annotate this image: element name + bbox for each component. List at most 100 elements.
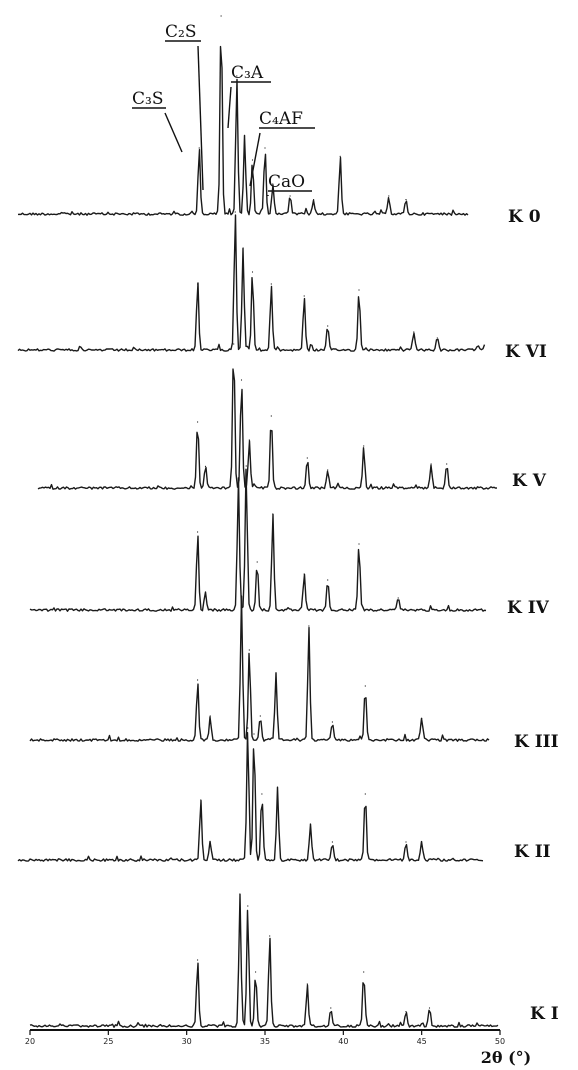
series-line: [17, 214, 486, 352]
trace-k-v: [37, 343, 498, 490]
peak-point: [358, 543, 360, 545]
peak-point: [245, 465, 247, 467]
sample-label: K I: [530, 1004, 559, 1024]
phase-leader: [197, 45, 204, 191]
peak-point: [327, 469, 329, 471]
peak-point: [405, 1011, 407, 1013]
peak-point: [363, 971, 365, 973]
peak-point: [242, 247, 244, 249]
phase-leader: [164, 112, 183, 153]
series-line: [17, 45, 469, 216]
x-tick-label: 30: [182, 1037, 192, 1046]
peak-point: [204, 591, 207, 593]
peak-point: [313, 199, 315, 201]
series-line: [29, 595, 490, 742]
peak-point: [309, 823, 311, 825]
peak-point: [275, 673, 277, 675]
sample-label: K VI: [505, 342, 547, 362]
peak-point: [247, 727, 249, 729]
peak-point: [256, 561, 258, 563]
trace-k-iii: [29, 595, 490, 742]
peak-point: [272, 183, 274, 185]
peak-point: [446, 463, 448, 465]
peak-point: [197, 421, 199, 423]
peak-point: [237, 477, 239, 479]
peak-point: [236, 75, 238, 77]
peak-point: [421, 717, 423, 720]
sample-label: K 0: [508, 207, 541, 227]
x-tick-label: 45: [417, 1037, 427, 1046]
peak-point: [240, 379, 243, 381]
trace-k-i: [29, 893, 499, 1028]
phase-label: CaO: [267, 172, 312, 196]
peak-point: [269, 935, 271, 937]
sample-label: K II: [514, 842, 551, 862]
peak-point: [233, 343, 235, 345]
sample-label: K III: [514, 732, 559, 752]
x-tick-label: 35: [260, 1037, 270, 1046]
x-tick-label: 40: [338, 1037, 348, 1046]
x-tick-label: 25: [103, 1037, 113, 1046]
peak-point: [234, 211, 236, 213]
peak-point: [339, 155, 341, 157]
peak-point: [388, 195, 390, 197]
x-axis-title: 2θ (°): [481, 1048, 532, 1067]
peak-point: [364, 685, 366, 687]
peak-point: [259, 715, 261, 717]
trace-k-ii: [17, 727, 484, 862]
peak-point: [306, 457, 308, 459]
peak-point: [289, 195, 291, 197]
series-line: [29, 468, 487, 612]
phase-label-text: C₃A: [231, 63, 264, 83]
peak-point: [197, 679, 199, 681]
peak-point: [308, 625, 310, 627]
peak-point: [363, 445, 365, 447]
phase-label: C₄AF: [249, 109, 315, 187]
phase-label-text: C₂S: [165, 22, 196, 42]
peak-point: [251, 271, 254, 273]
phase-label: C₃S: [132, 89, 183, 153]
peak-point: [272, 513, 274, 515]
peak-point: [198, 147, 200, 149]
trace-k-vi: [17, 211, 486, 352]
trace-k-iv: [29, 465, 487, 612]
peak-point: [405, 841, 407, 843]
peak-point: [405, 199, 407, 201]
peak-point: [200, 799, 202, 801]
peak-point: [197, 283, 199, 285]
series-line: [17, 732, 484, 862]
x-axis: 20 25 30 35 40 45 50: [25, 1029, 505, 1046]
peak-point: [303, 295, 305, 297]
trace-k-0: [17, 15, 469, 216]
peak-point: [255, 971, 257, 973]
phase-label-text: C₃S: [132, 89, 163, 109]
peak-point: [197, 959, 199, 961]
peak-point: [413, 331, 415, 333]
phase-label-text: C₄AF: [259, 109, 303, 129]
peak-point: [327, 325, 329, 327]
peak-point: [270, 283, 272, 285]
diffraction-traces: [17, 15, 499, 1028]
peak-point: [327, 579, 329, 581]
peak-point: [276, 787, 279, 789]
peak-point: [248, 439, 250, 441]
peak-point: [358, 289, 360, 291]
phase-label-text: CaO: [268, 172, 305, 192]
peak-point: [264, 147, 266, 149]
phase-label: C₂S: [165, 22, 204, 191]
peak-point: [331, 841, 333, 843]
peak-point: [240, 595, 243, 597]
peak-point: [270, 415, 272, 417]
peak-point: [247, 905, 249, 907]
peak-point: [428, 1007, 431, 1009]
peak-point: [364, 793, 366, 795]
series-line: [29, 893, 499, 1028]
peak-point: [204, 465, 207, 467]
x-tick-label: 20: [25, 1037, 35, 1046]
peak-point: [197, 531, 199, 533]
sample-label: K V: [512, 471, 547, 491]
peak-point: [306, 983, 308, 985]
peak-point: [251, 159, 254, 161]
peak-point: [436, 337, 438, 339]
